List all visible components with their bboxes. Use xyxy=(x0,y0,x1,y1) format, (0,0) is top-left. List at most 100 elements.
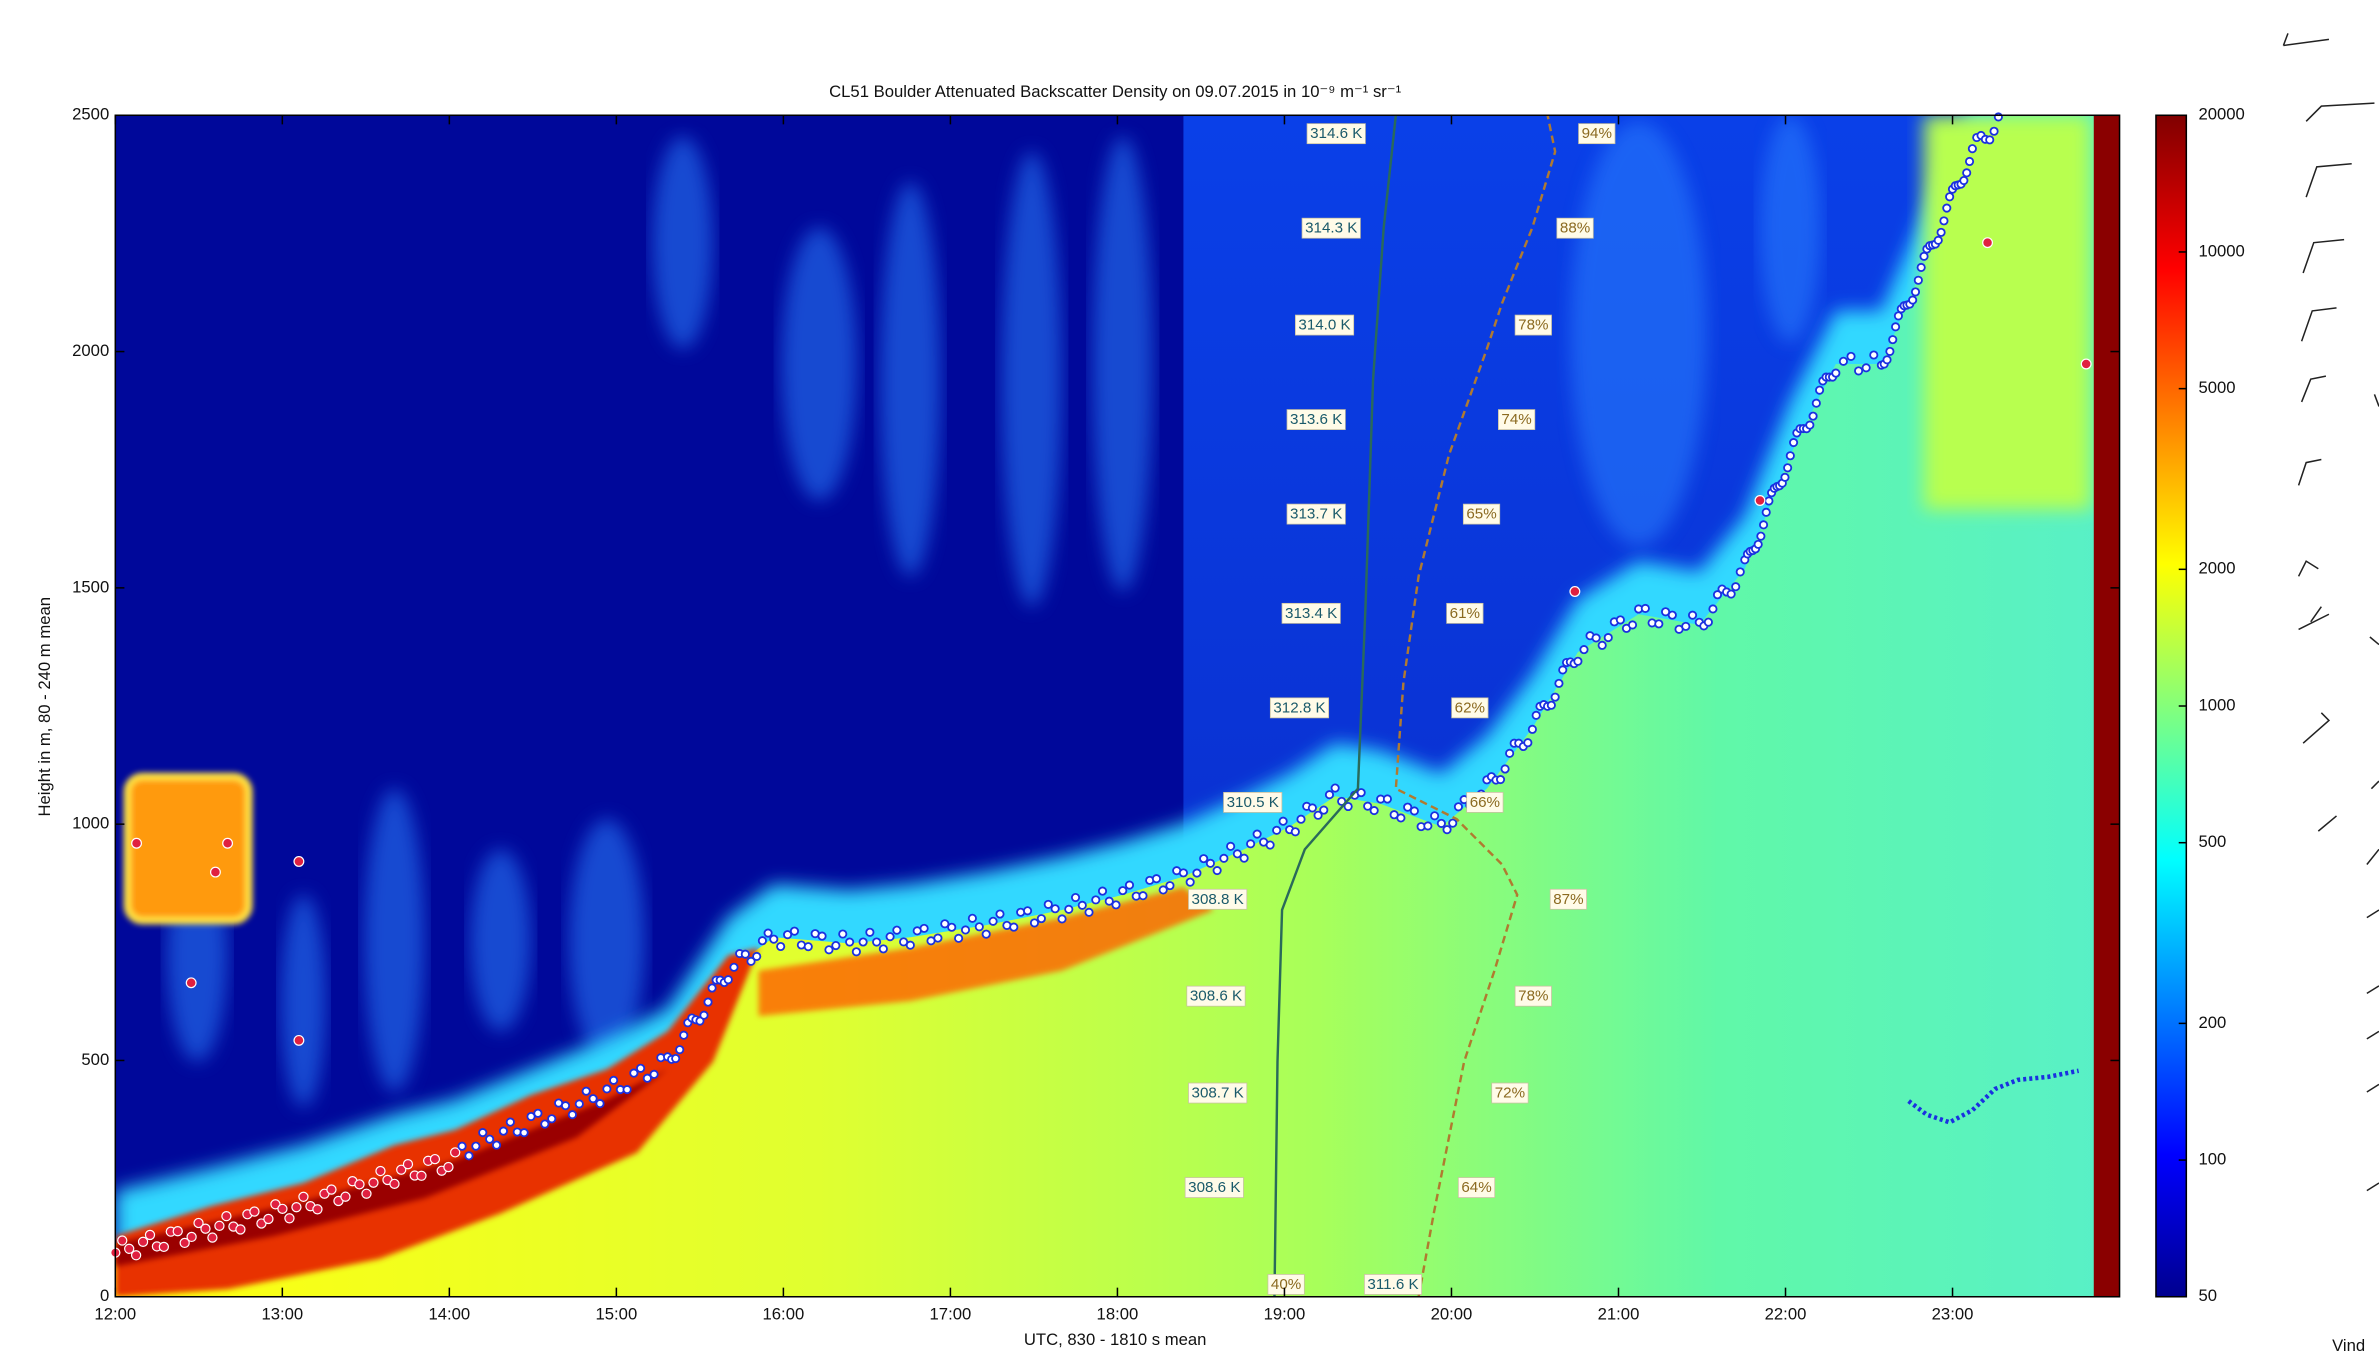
layer-marker xyxy=(770,936,777,943)
cloud-base-marker xyxy=(132,1251,141,1260)
layer-marker xyxy=(1555,680,1562,687)
x-tick-label: 14:00 xyxy=(428,1304,470,1323)
layer-marker xyxy=(1214,867,1221,874)
layer-marker xyxy=(1806,421,1813,428)
layer-marker xyxy=(1790,439,1797,446)
layer-marker xyxy=(1431,812,1438,819)
layer-marker xyxy=(777,943,784,950)
cloud-base-marker xyxy=(139,1237,148,1246)
cloud-streak xyxy=(880,182,941,576)
y-tick-label: 500 xyxy=(81,1050,109,1069)
profile-label: 74% xyxy=(1501,411,1531,428)
layer-marker xyxy=(1617,616,1624,623)
layer-marker xyxy=(1220,855,1227,862)
layer-marker xyxy=(1963,169,1970,176)
cloud-streak xyxy=(281,895,327,1107)
cloud-streak xyxy=(1092,137,1153,592)
cloud-streak xyxy=(781,228,857,501)
profile-label: 312.8 K xyxy=(1273,699,1325,716)
layer-marker xyxy=(1682,623,1689,630)
layer-marker xyxy=(1816,387,1823,394)
layer-marker xyxy=(1737,568,1744,575)
layer-marker xyxy=(1709,605,1716,612)
cloud-edge xyxy=(2094,115,2120,1296)
layer-marker xyxy=(839,930,846,937)
layer-marker xyxy=(1552,693,1559,700)
layer-marker xyxy=(1863,364,1870,371)
layer-marker xyxy=(1139,892,1146,899)
profile-label: 78% xyxy=(1518,988,1548,1005)
layer-marker xyxy=(472,1143,479,1150)
layer-marker xyxy=(1757,533,1764,540)
profile-label: 310.5 K xyxy=(1227,794,1279,811)
layer-marker xyxy=(1309,804,1316,811)
layer-marker xyxy=(1031,919,1038,926)
layer-marker xyxy=(1497,776,1504,783)
layer-marker xyxy=(1655,620,1662,627)
x-axis-label: UTC, 830 - 1810 s mean xyxy=(1024,1330,1207,1349)
profile-label: 314.0 K xyxy=(1298,317,1350,334)
layer-marker xyxy=(603,1085,610,1092)
cloud-base-marker xyxy=(250,1207,259,1216)
y-tick-label: 1500 xyxy=(72,577,109,596)
layer-marker xyxy=(1892,323,1899,330)
layer-marker xyxy=(1438,820,1445,827)
layer-marker xyxy=(1384,795,1391,802)
profile-label: 72% xyxy=(1495,1085,1525,1102)
layer-marker xyxy=(1234,850,1241,857)
layer-marker xyxy=(1153,875,1160,882)
layer-marker xyxy=(1705,619,1712,626)
layer-marker xyxy=(1501,765,1508,772)
cloud-streak xyxy=(364,789,425,1092)
x-tick-label: 22:00 xyxy=(1765,1304,1807,1323)
layer-marker xyxy=(1112,901,1119,908)
cloud-base-marker xyxy=(292,1203,301,1212)
layer-marker xyxy=(893,927,900,934)
cloud-base-marker xyxy=(208,1233,217,1242)
chart: CL51 Boulder Attenuated Backscatter Dens… xyxy=(0,0,2379,1365)
layer-marker xyxy=(791,927,798,934)
profile-label: 308.6 K xyxy=(1190,988,1242,1005)
layer-marker xyxy=(1943,204,1950,211)
colorbar-tick-label: 10000 xyxy=(2198,241,2244,260)
layer-marker xyxy=(1266,841,1273,848)
layer-marker xyxy=(886,933,893,940)
layer-marker xyxy=(520,1129,527,1136)
layer-marker xyxy=(1443,826,1450,833)
layer-marker xyxy=(1592,634,1599,641)
y-tick-label: 1000 xyxy=(72,814,109,833)
cloud-streak xyxy=(1001,152,1062,607)
upper-cloud xyxy=(1924,115,2091,509)
layer-marker xyxy=(753,953,760,960)
layer-marker xyxy=(1038,915,1045,922)
layer-marker xyxy=(1937,229,1944,236)
layer-marker xyxy=(1332,784,1339,791)
layer-marker xyxy=(1832,369,1839,376)
profile-label: 61% xyxy=(1450,605,1480,622)
layer-marker xyxy=(1559,666,1566,673)
layer-marker xyxy=(1529,726,1536,733)
cloud-base-marker xyxy=(236,1225,245,1234)
cloud-base-marker xyxy=(376,1166,385,1175)
profile-label: 62% xyxy=(1455,699,1485,716)
layer-marker xyxy=(1455,803,1462,810)
layer-marker xyxy=(1533,712,1540,719)
layer-marker xyxy=(730,964,737,971)
layer-marker xyxy=(1207,860,1214,867)
layer-marker xyxy=(907,942,914,949)
profile-label: 313.7 K xyxy=(1290,506,1342,523)
layer-marker xyxy=(1506,750,1513,757)
layer-marker xyxy=(1099,887,1106,894)
profile-label: 94% xyxy=(1582,125,1612,142)
profile-label: 308.7 K xyxy=(1192,1085,1244,1102)
layer-marker xyxy=(1574,658,1581,665)
cloud-streak xyxy=(1760,115,1821,343)
cloud-base-marker xyxy=(362,1189,371,1198)
layer-marker xyxy=(805,943,812,950)
layer-marker xyxy=(1809,412,1816,419)
layer-marker xyxy=(704,998,711,1005)
layer-marker xyxy=(1629,621,1636,628)
profile-label: 314.3 K xyxy=(1305,220,1357,237)
x-tick-label: 12:00 xyxy=(94,1304,136,1323)
layer-marker xyxy=(1326,791,1333,798)
